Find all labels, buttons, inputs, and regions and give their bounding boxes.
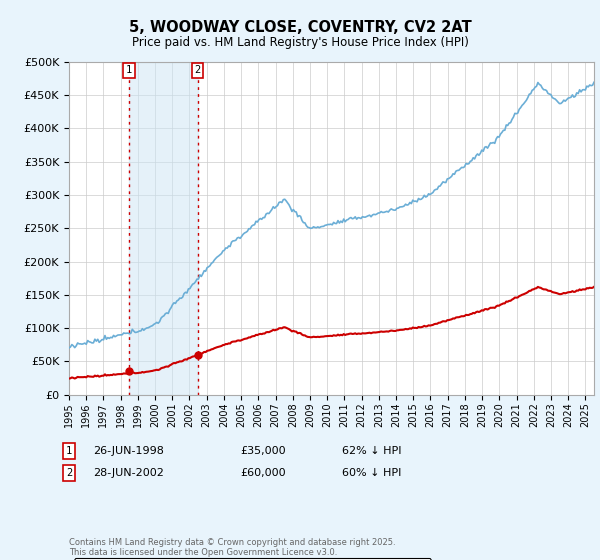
Text: 62% ↓ HPI: 62% ↓ HPI bbox=[342, 446, 401, 456]
Text: 2: 2 bbox=[66, 468, 72, 478]
Text: 2: 2 bbox=[194, 66, 201, 75]
Text: 1: 1 bbox=[126, 66, 132, 75]
Text: 28-JUN-2002: 28-JUN-2002 bbox=[93, 468, 164, 478]
Text: 26-JUN-1998: 26-JUN-1998 bbox=[93, 446, 164, 456]
Text: £35,000: £35,000 bbox=[240, 446, 286, 456]
Text: Price paid vs. HM Land Registry's House Price Index (HPI): Price paid vs. HM Land Registry's House … bbox=[131, 36, 469, 49]
Text: Contains HM Land Registry data © Crown copyright and database right 2025.
This d: Contains HM Land Registry data © Crown c… bbox=[69, 538, 395, 557]
Text: 60% ↓ HPI: 60% ↓ HPI bbox=[342, 468, 401, 478]
Text: £60,000: £60,000 bbox=[240, 468, 286, 478]
Text: 1: 1 bbox=[66, 446, 72, 456]
Legend: 5, WOODWAY CLOSE, COVENTRY, CV2 2AT (detached house), HPI: Average price, detach: 5, WOODWAY CLOSE, COVENTRY, CV2 2AT (det… bbox=[74, 558, 431, 560]
Text: 5, WOODWAY CLOSE, COVENTRY, CV2 2AT: 5, WOODWAY CLOSE, COVENTRY, CV2 2AT bbox=[128, 20, 472, 35]
